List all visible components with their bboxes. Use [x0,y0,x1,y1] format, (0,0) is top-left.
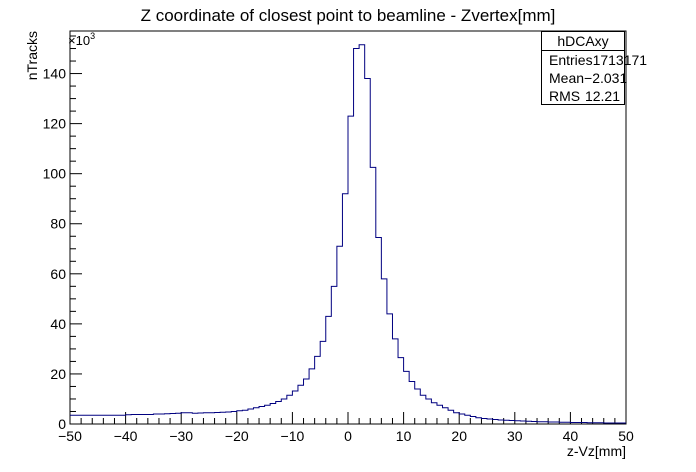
y-tick-label: 40 [50,316,66,332]
stats-value: −2.031 [584,69,627,87]
stats-row-rms: RMS 12.21 [542,87,624,105]
y-tick-label: 0 [58,416,66,432]
x-tick-label: −40 [114,428,138,444]
y-tick-label: 140 [43,66,67,82]
x-axis-ticks: −50 −40 −30 −20 −10 0 10 20 30 40 50 [58,412,634,444]
y-tick-label: 20 [50,366,66,382]
x-axis-label: z-Vz[mm] [567,443,626,459]
y-multiplier: ×103 [68,31,95,48]
stats-box-title: hDCAxy [542,32,624,51]
x-tick-label: 50 [618,428,634,444]
x-tick-label: 10 [396,428,412,444]
y-tick-label: 120 [43,116,67,132]
y-tick-label: 80 [50,216,66,232]
stats-value: 1713171 [593,51,648,69]
x-tick-label: −20 [225,428,249,444]
x-tick-label: 30 [507,428,523,444]
stats-label: Entries [549,51,593,69]
x-tick-label: 20 [451,428,467,444]
stats-label: Mean [549,69,584,87]
chart-title: Z coordinate of closest point to beamlin… [0,6,696,26]
y-multiplier-base: ×10 [68,33,90,48]
stats-row-mean: Mean −2.031 [542,69,624,87]
y-tick-label: 100 [43,166,67,182]
x-tick-label: −30 [169,428,193,444]
x-tick-label: 0 [344,428,352,444]
y-axis-label: nTracks [24,31,40,80]
stats-value: 12.21 [585,87,620,105]
stats-box: hDCAxy Entries 1713171 Mean −2.031 RMS 1… [541,31,625,105]
y-tick-label: 60 [50,266,66,282]
y-multiplier-exponent: 3 [90,31,95,41]
x-tick-label: −10 [281,428,305,444]
stats-row-entries: Entries 1713171 [542,51,624,69]
x-tick-label: 40 [563,428,579,444]
y-axis-ticks: 0 20 40 60 80 100 120 140 [43,36,82,432]
stats-label: RMS [549,87,580,105]
